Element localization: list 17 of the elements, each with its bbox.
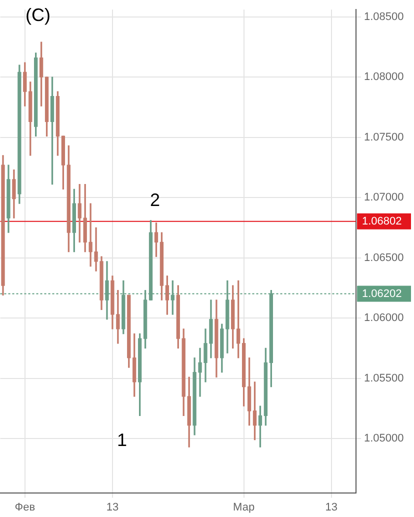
y-tick-label: 1.05500 [364, 372, 404, 384]
y-tick-label: 1.07500 [364, 131, 404, 144]
x-tick-label: Фев [14, 501, 36, 514]
y-tick-label: 1.06000 [364, 312, 404, 324]
x-tick-label: Мар [233, 501, 255, 514]
annotation: 1 [116, 430, 128, 450]
ref-line-label: 1.06202 [362, 288, 402, 300]
y-tick-label: 1.07000 [364, 192, 404, 204]
x-tick-label: 13 [106, 501, 119, 514]
y-tick-label: 1.08000 [364, 71, 404, 84]
annotation: (C) [26, 5, 50, 25]
y-tick-label: 1.08500 [364, 10, 404, 23]
ref-line-label: 1.06802 [362, 215, 402, 228]
y-tick-label: 1.06500 [364, 252, 404, 264]
annotation: 2 [150, 190, 160, 210]
x-tick-label: 13 [325, 501, 338, 514]
y-tick-label: 1.05000 [364, 432, 404, 445]
